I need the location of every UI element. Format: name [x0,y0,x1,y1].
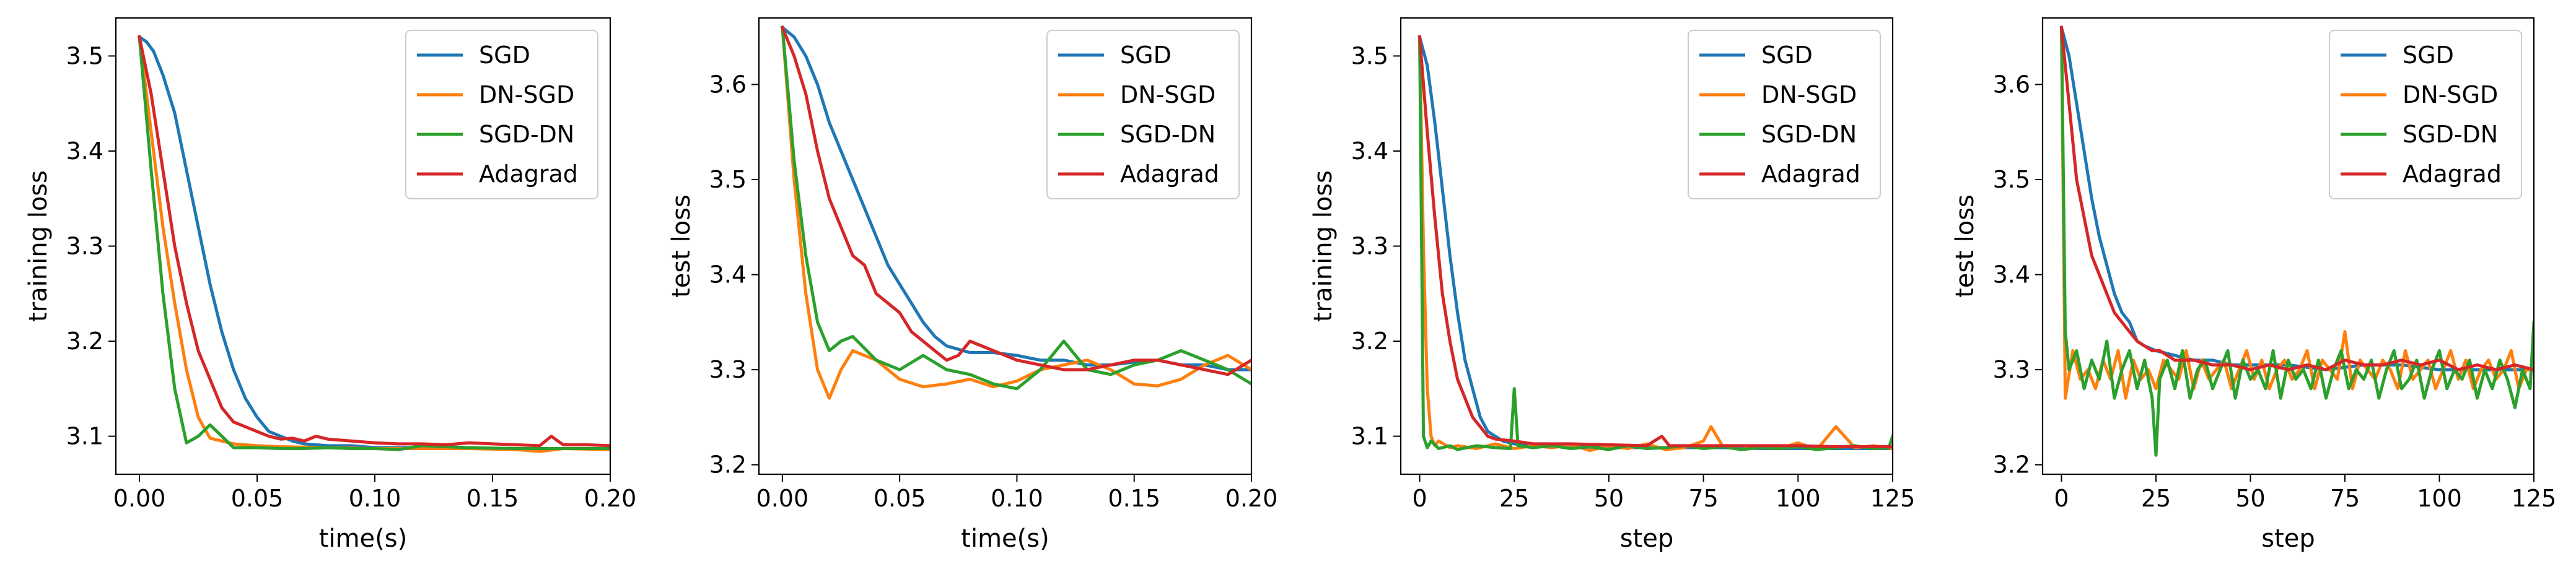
legend: SGD DN-SGD SGD-DN Adagrad [405,30,598,199]
x-tick-label: 0.20 [584,485,637,512]
subplot-1: 0.00 0.05 0.10 0.15 0.20 3.1 3.2 3.3 3.4 3.5 time(… [24,17,637,553]
y-tick-label: 3.3 [1351,233,1388,260]
x-tick-label: 0.15 [467,485,519,512]
x-tick-label: 75 [1688,485,1718,512]
series-line-adagrad [2059,25,2534,371]
legend-label-dn-sgd: DN-SGD [2403,81,2498,108]
series-line-sgd-dn [138,35,610,451]
x-tick-label: 25 [1499,485,1529,512]
x-tick-label: 0.20 [1225,485,1278,512]
y-tick-label: 3.5 [1351,42,1388,69]
series-line-dn-sgd [2059,25,2534,400]
x-tick-label: 0 [2054,485,2069,512]
legend: SGD DN-SGD SGD-DN Adagrad [1046,30,1240,199]
legend-box [2329,30,2522,199]
x-tick-label: 0.05 [231,485,284,512]
series-group [1417,35,1893,453]
x-axis-label: step [2261,524,2315,553]
x-tick-label: 50 [2235,485,2265,512]
y-tick-label: 3.2 [66,328,103,355]
legend: SGD DN-SGD SGD-DN Adagrad [2329,30,2522,199]
y-axis-label: training loss [1309,170,1338,322]
y-tick-label: 3.4 [1351,137,1388,165]
legend-box [1688,30,1881,199]
legend-label-sgd: SGD [1120,41,1172,69]
y-axis-label: test loss [667,194,696,298]
legend-label-sgd: SGD [479,41,530,69]
y-tick-label: 3.2 [709,451,747,479]
legend-label-sgd-dn: SGD-DN [2403,121,2498,148]
series-line-sgd-dn [781,25,1251,391]
x-tick-label: 50 [1594,485,1624,512]
x-axis-label: time(s) [961,524,1049,553]
series-group [780,25,1251,400]
legend-label-sgd: SGD [1761,41,1813,69]
x-tick-label: 125 [2512,485,2557,512]
legend-label-adagrad: Adagrad [2403,160,2502,188]
legend: SGD DN-SGD SGD-DN Adagrad [1688,30,1881,199]
series-group [137,35,610,453]
y-tick-label: 3.6 [709,71,747,98]
x-tick-label: 0.00 [756,485,809,512]
y-tick-label: 3.4 [66,137,103,165]
legend-label-sgd-dn: SGD-DN [1120,121,1216,148]
x-tick-label: 75 [2330,485,2360,512]
y-axis-label: training loss [24,170,53,322]
y-tick-label: 3.4 [1993,261,2030,289]
legend-label-adagrad: Adagrad [479,160,578,188]
legend-label-dn-sgd: DN-SGD [479,81,574,108]
y-tick-label: 3.5 [1993,166,2030,193]
legend-label-sgd: SGD [2403,41,2454,69]
x-axis-label: step [1620,524,1674,553]
x-tick-label: 25 [2141,485,2171,512]
series-line-adagrad [138,35,610,448]
x-tick-label: 0.10 [349,485,401,512]
series-line-sgd-dn [1417,35,1893,451]
subplot-4: 0 25 50 75 100 125 3.2 3.3 3.4 3.5 3.6 step test los… [1951,17,2557,553]
y-tick-label: 3.1 [1351,423,1388,450]
legend-label-adagrad: Adagrad [1120,160,1219,188]
x-tick-label: 0.05 [874,485,926,512]
y-tick-label: 3.5 [709,166,747,193]
y-tick-label: 3.6 [1993,71,2030,98]
legend-label-sgd-dn: SGD-DN [479,121,574,148]
y-tick-label: 3.3 [1993,356,2030,383]
legend-label-dn-sgd: DN-SGD [1761,81,1857,108]
series-line-dn-sgd [781,25,1251,400]
series-line-adagrad [780,25,1251,376]
series-line-adagrad [1417,35,1893,448]
y-tick-label: 3.1 [66,423,103,450]
legend-box [1046,30,1240,199]
y-tick-label: 3.4 [709,261,747,289]
y-tick-label: 3.2 [1351,328,1388,355]
legend-label-sgd-dn: SGD-DN [1761,121,1857,148]
legend-label-adagrad: Adagrad [1761,160,1860,188]
x-tick-label: 100 [1776,485,1821,512]
x-axis-label: time(s) [319,524,407,553]
plot-frame [758,17,1253,476]
legend-box [405,30,598,199]
x-tick-label: 0 [1412,485,1427,512]
plot-frame [2041,17,2535,476]
y-axis-label: test loss [1951,194,1979,298]
x-tick-label: 0.15 [1108,485,1160,512]
x-tick-label: 0.00 [113,485,166,512]
y-tick-label: 3.3 [66,233,103,260]
x-tick-label: 100 [2417,485,2462,512]
x-tick-label: 0.10 [991,485,1043,512]
y-tick-label: 3.5 [66,42,103,69]
subplot-3: 0 25 50 75 100 125 3.1 3.2 3.3 3.4 3.5 step training… [1309,17,1916,553]
y-tick-label: 3.2 [1993,451,2030,479]
series-group [2059,25,2534,457]
legend-label-dn-sgd: DN-SGD [1120,81,1216,108]
subplot-2: 0.00 0.05 0.10 0.15 0.20 3.2 3.3 3.4 3.5 3.6 time(… [667,17,1278,553]
y-tick-label: 3.3 [709,356,747,383]
x-tick-label: 125 [1870,485,1916,512]
